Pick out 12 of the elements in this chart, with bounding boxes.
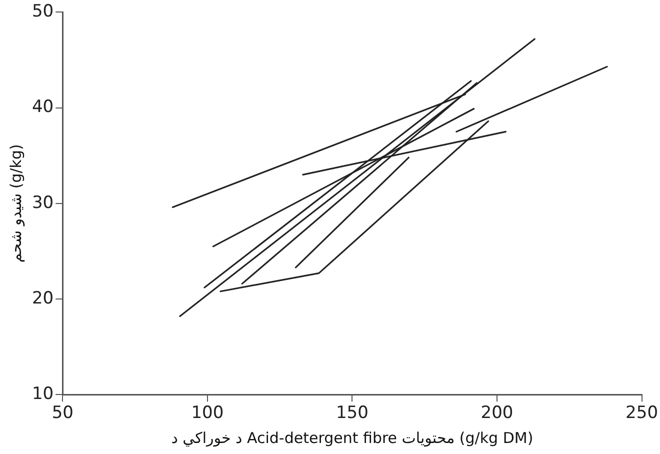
y-tick-label: 10 bbox=[32, 384, 54, 404]
y-tick-label: 40 bbox=[32, 97, 54, 118]
y-tick-label: 30 bbox=[32, 192, 54, 213]
x-tick-label: 100 bbox=[191, 403, 224, 424]
y-tick-label: 50 bbox=[32, 2, 54, 22]
x-tick-label: 50 bbox=[52, 403, 74, 424]
x-axis-title: د خوراکي د Acid-detergent fibre محتويات (g/kg DM) bbox=[171, 428, 534, 447]
x-tick-label: 150 bbox=[336, 403, 368, 424]
x-tick-label: 200 bbox=[480, 403, 514, 424]
y-tick-label: 20 bbox=[32, 288, 54, 308]
x-tick-label: 250 bbox=[626, 403, 658, 424]
y-axis-title: شيدو شحم (g/kg) bbox=[6, 144, 25, 263]
